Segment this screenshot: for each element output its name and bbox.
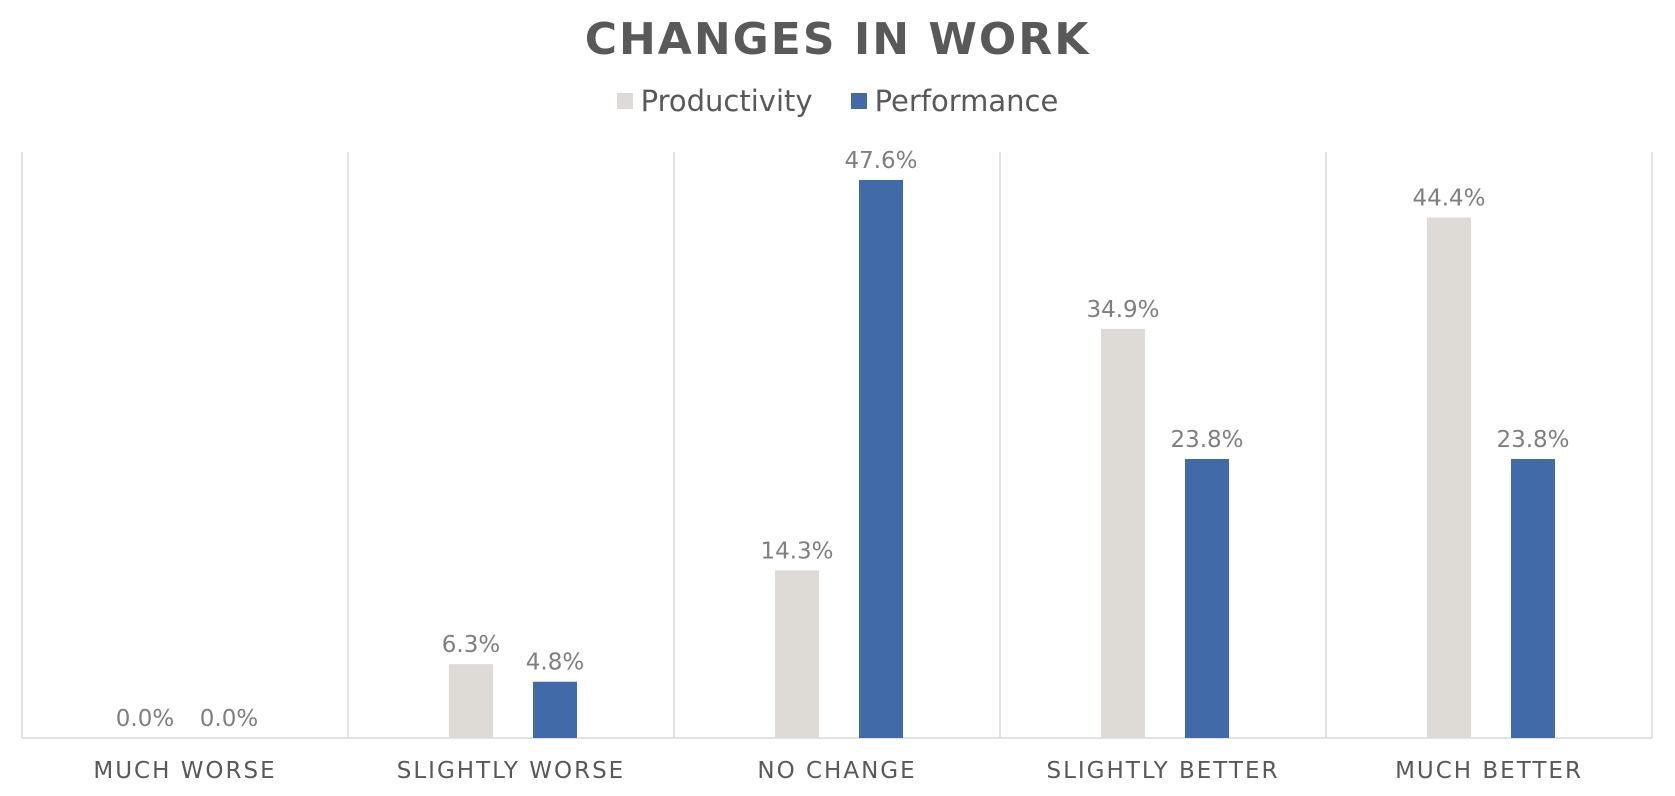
data-label-performance-3: 47.6% [844, 148, 917, 174]
data-label-productivity-3: 14.3% [760, 538, 833, 564]
bar-performance-3 [859, 180, 903, 738]
legend-item-performance: Performance [850, 84, 1059, 118]
data-label-performance-1: 0.0% [200, 706, 258, 732]
legend-label-productivity: Productivity [640, 84, 813, 118]
data-label-performance-5: 23.8% [1496, 427, 1569, 453]
legend-label-performance: Performance [874, 84, 1059, 118]
data-label-productivity-5: 44.4% [1412, 186, 1485, 212]
data-label-productivity-2: 6.3% [442, 632, 500, 658]
bar-productivity-4 [1101, 328, 1145, 738]
x-tick-label-2: SLIGHTLY WORSE [397, 758, 625, 784]
bar-performance-2 [533, 681, 577, 738]
chart-title: CHANGES IN WORK [584, 14, 1091, 65]
data-label-performance-4: 23.8% [1170, 427, 1243, 453]
data-label-performance-2: 4.8% [526, 650, 584, 676]
legend-item-productivity: Productivity [616, 84, 813, 118]
legend-swatch-productivity [616, 93, 633, 109]
x-tick-label-5: MUCH BETTER [1395, 758, 1583, 784]
bar-productivity-2 [449, 664, 493, 738]
x-tick-label-4: SLIGHTLY BETTER [1046, 758, 1279, 784]
bar-productivity-3 [775, 570, 819, 738]
x-tick-label-3: NO CHANGE [757, 758, 916, 784]
data-label-productivity-1: 0.0% [116, 706, 174, 732]
bar-performance-5 [1511, 459, 1555, 738]
bar-productivity-5 [1427, 217, 1471, 739]
legend-swatch-performance [850, 93, 867, 109]
data-label-productivity-4: 34.9% [1086, 297, 1159, 323]
bar-performance-4 [1185, 459, 1229, 738]
x-tick-label-1: MUCH WORSE [93, 758, 276, 784]
chart-legend: Productivity Performance [0, 84, 1675, 118]
